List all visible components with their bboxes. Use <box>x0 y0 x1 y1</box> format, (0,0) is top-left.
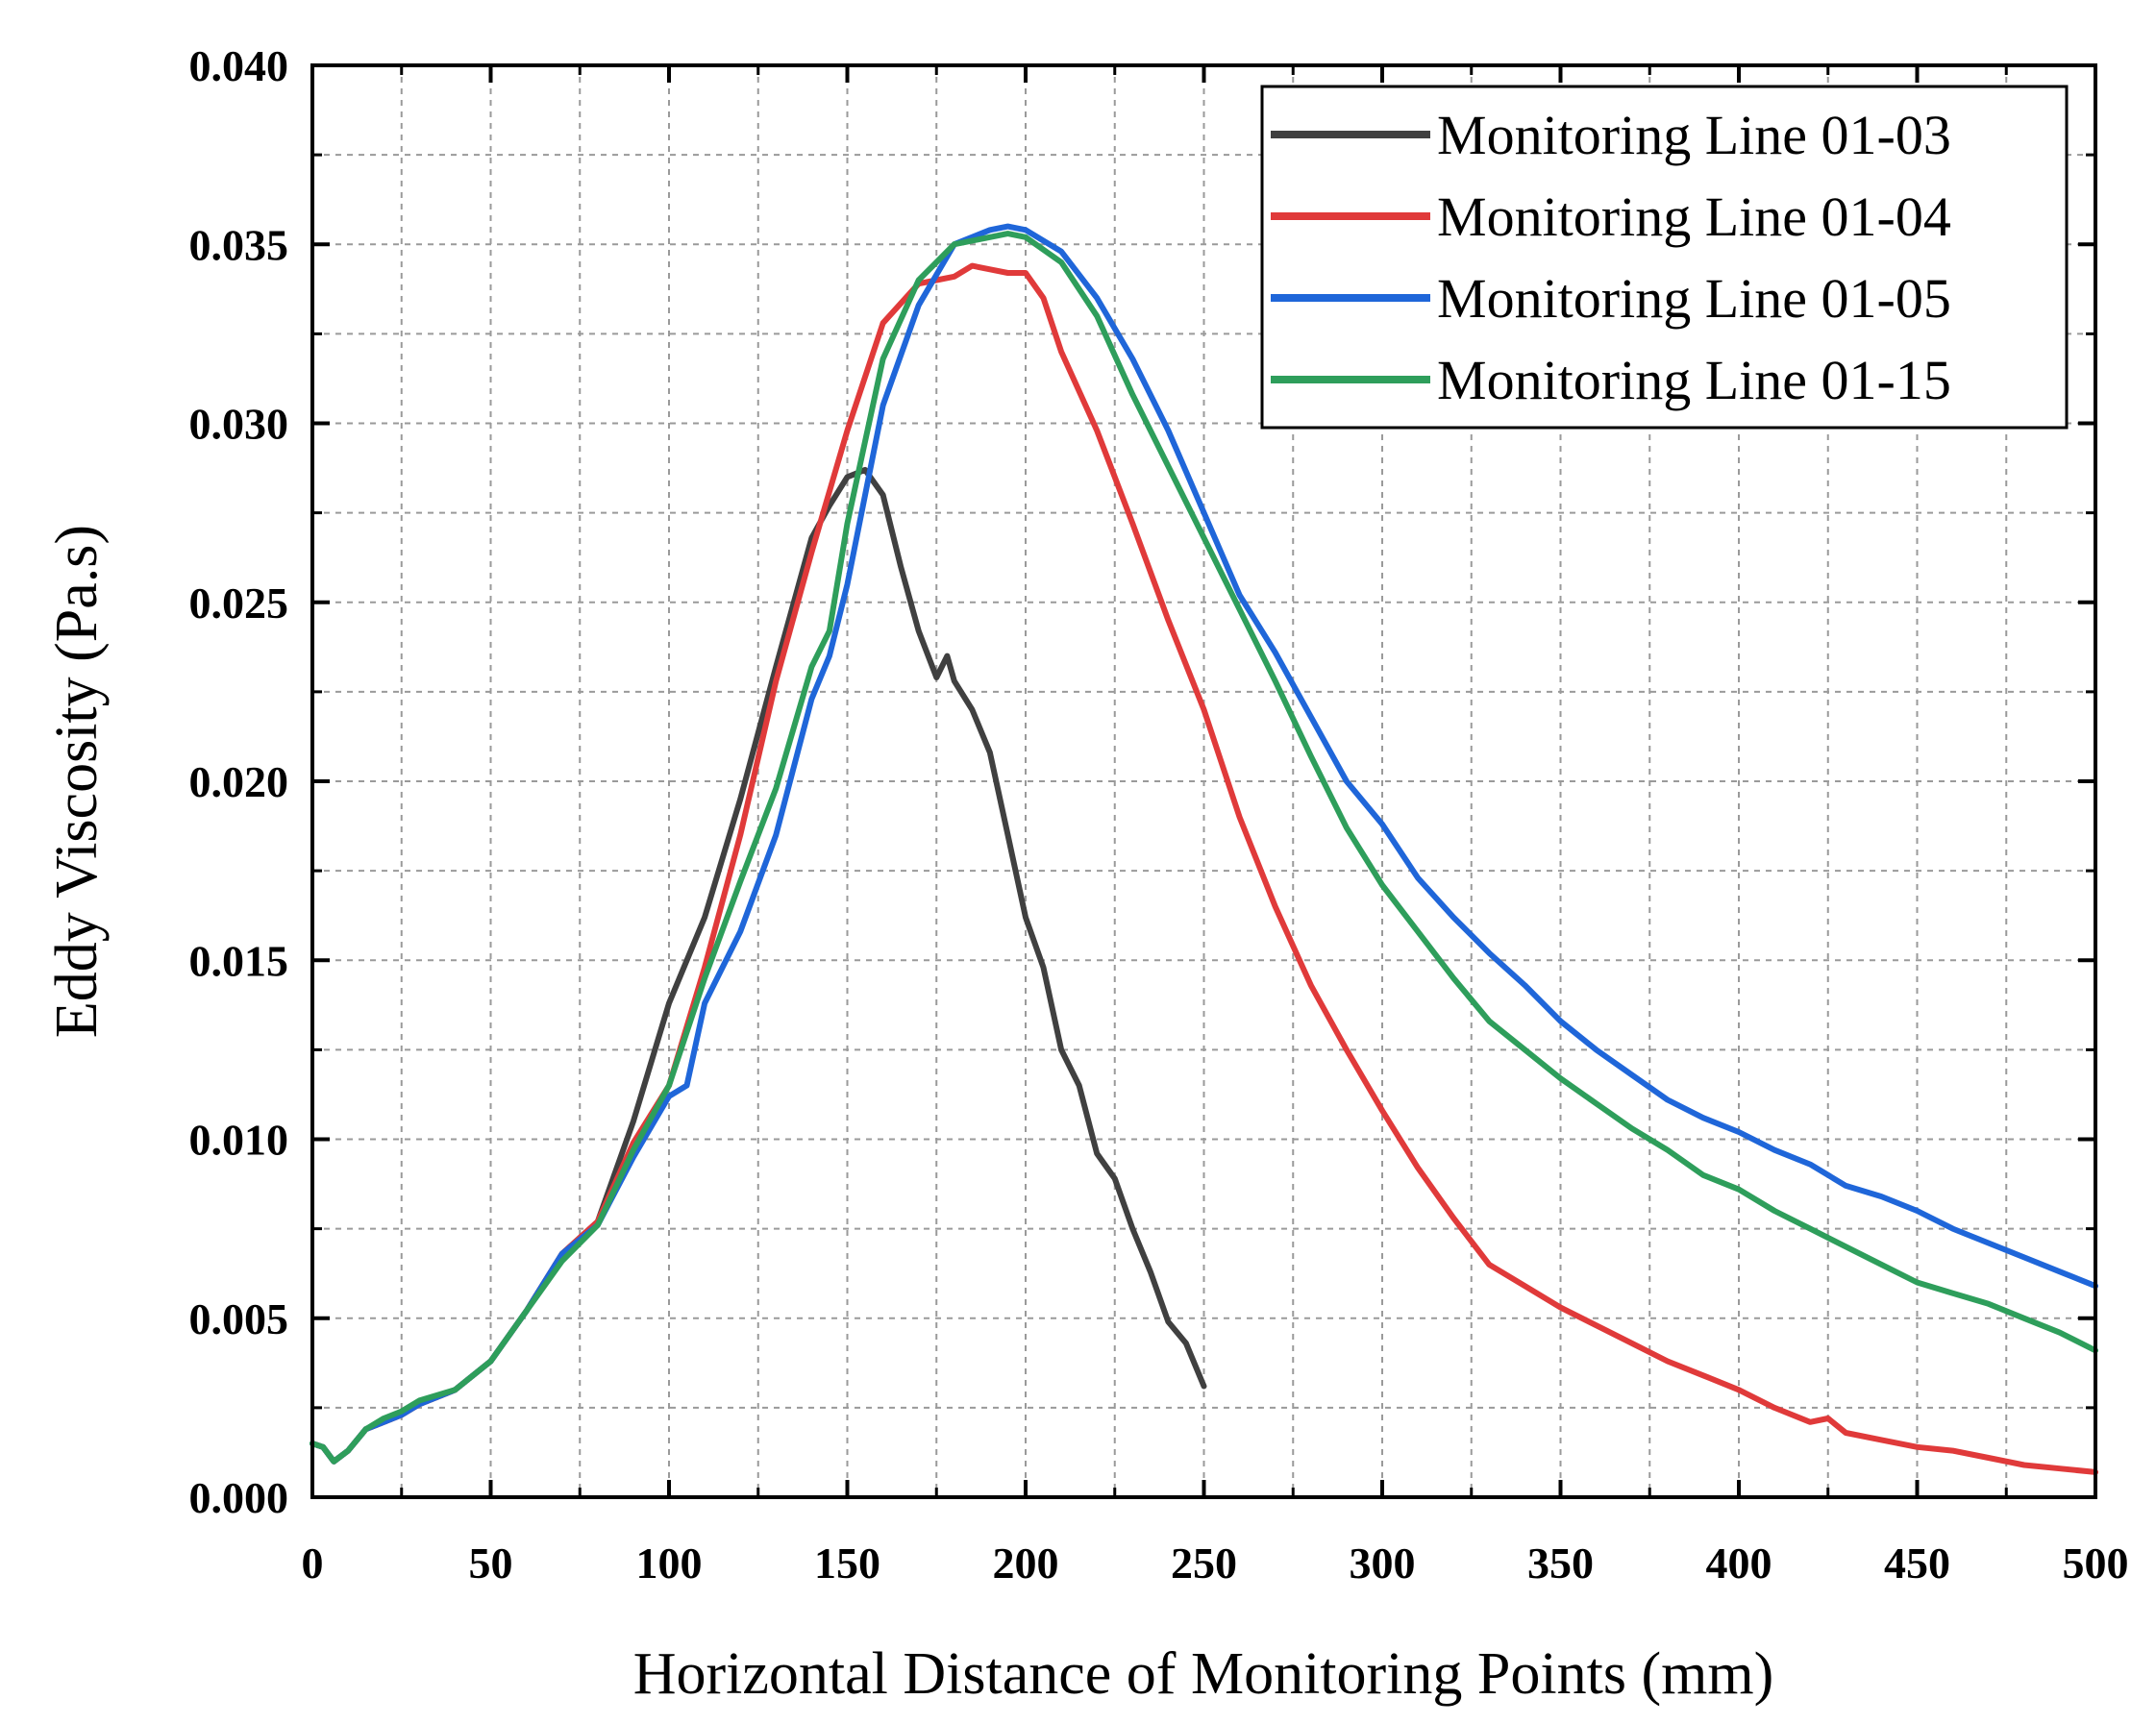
series-line-4 <box>310 231 2098 1465</box>
x-axis-label: Horizontal Distance of Monitoring Points… <box>633 1641 1773 1707</box>
y-tick-label: 0.000 <box>189 1473 289 1522</box>
grid-lines <box>312 65 2095 1497</box>
x-tick-labels: 0 50 100 150 200 250 300 350 400 450 500 <box>302 1539 2129 1588</box>
y-tick-label: 0.015 <box>189 936 289 985</box>
x-tick-label: 300 <box>1350 1539 1416 1588</box>
y-tick-label: 0.005 <box>189 1294 289 1343</box>
legend-label-4: Monitoring Line 01-15 <box>1437 349 1951 411</box>
y-tick-label: 0.040 <box>189 41 289 90</box>
y-tick-labels: 0.000 0.005 0.010 0.015 0.020 0.025 0.030 0.035… <box>189 41 289 1522</box>
legend-label-3: Monitoring Line 01-05 <box>1437 267 1951 330</box>
legend: Monitoring Line 01-03 Monitoring Line 01-… <box>1260 85 2069 430</box>
series-layer <box>310 223 2098 1475</box>
x-tick-label: 200 <box>993 1539 1059 1588</box>
legend-label-2: Monitoring Line 01-04 <box>1437 185 1951 248</box>
y-tick-label: 0.030 <box>189 400 289 449</box>
x-tick-label: 450 <box>1884 1539 1950 1588</box>
axis-ticks <box>310 63 2097 1499</box>
y-tick-label: 0.035 <box>189 220 289 269</box>
x-tick-label: 350 <box>1527 1539 1594 1588</box>
x-tick-label: 100 <box>636 1539 703 1588</box>
legend-box <box>1260 85 2069 430</box>
y-axis-label: Eddy Viscosity (Pa.s) <box>44 525 110 1038</box>
y-tick-label: 0.025 <box>189 579 289 628</box>
x-tick-label: 150 <box>814 1539 880 1588</box>
y-tick-label: 0.010 <box>189 1116 289 1165</box>
y-tick-label: 0.020 <box>189 757 289 806</box>
x-tick-label: 400 <box>1706 1539 1772 1588</box>
x-tick-label: 500 <box>2063 1539 2129 1588</box>
x-tick-label: 50 <box>469 1539 513 1588</box>
x-tick-label: 0 <box>302 1539 324 1588</box>
x-tick-label: 250 <box>1171 1539 1237 1588</box>
legend-label-1: Monitoring Line 01-03 <box>1437 104 1951 166</box>
